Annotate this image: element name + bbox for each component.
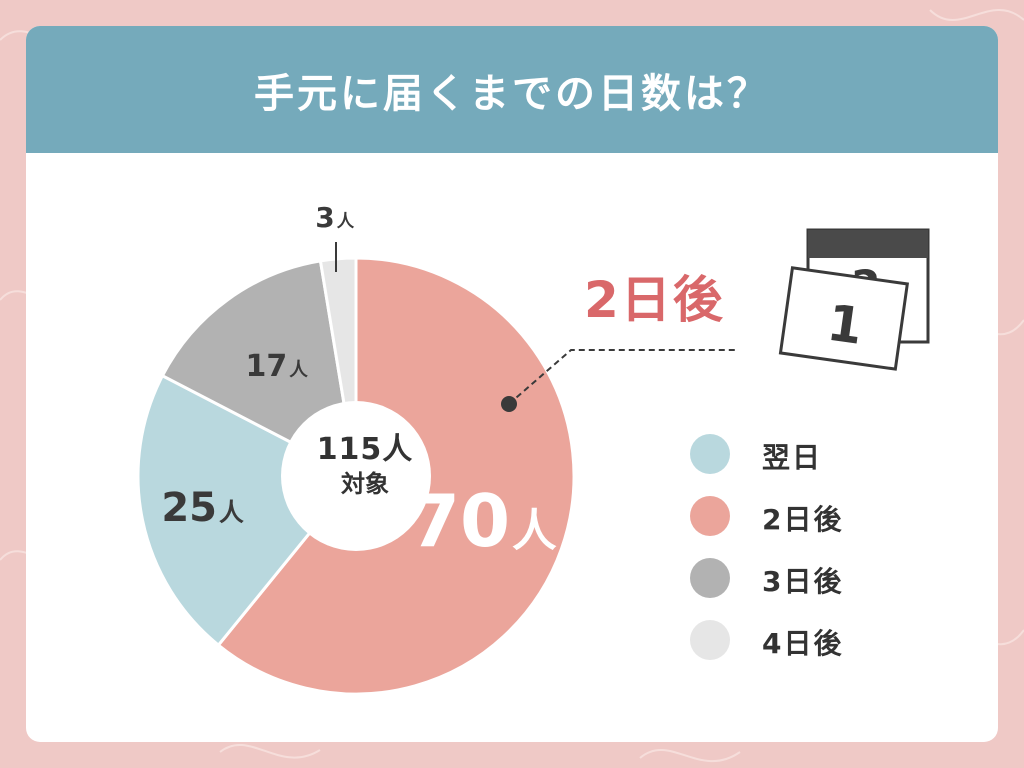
callout-label: 2日後 — [584, 271, 725, 329]
legend-item-4-days: 4日後 — [690, 618, 890, 662]
calendar-icon: 2 1 — [778, 228, 930, 371]
slice-value-label: 70人 — [410, 479, 557, 563]
slice-value-label: 25人 — [161, 485, 243, 531]
chart-title: 手元に届くまでの日数は？ — [254, 70, 770, 117]
slice-value: 3 — [315, 200, 335, 234]
pie-slice-1 — [136, 373, 359, 648]
slice-unit: 人 — [289, 360, 308, 382]
slice-value: 70 — [409, 479, 511, 564]
center-total: 115人 — [316, 432, 414, 467]
legend-item-2-days: 2日後 — [690, 494, 890, 538]
legend-swatch — [690, 620, 730, 660]
callout-leader — [501, 349, 735, 412]
slice-value: 25 — [161, 484, 217, 531]
legend-item-next-day: 翌日 — [690, 432, 890, 476]
center-hole — [281, 401, 431, 551]
calendar-front-page — [778, 266, 910, 371]
legend-label: 翌日 — [762, 441, 823, 474]
calendar-binding — [808, 230, 928, 258]
pie-slices — [136, 256, 576, 696]
header-bar — [26, 26, 998, 153]
center-subtitle: 対象 — [341, 470, 389, 498]
legend-label: 2日後 — [762, 503, 844, 536]
slice-unit: 人 — [512, 505, 557, 558]
slice-value-label: 17 人 — [246, 349, 308, 384]
legend-swatch — [690, 434, 730, 474]
legend-item-3-days: 3日後 — [690, 556, 890, 600]
calendar-front-number: 1 — [824, 294, 867, 356]
legend-swatch — [690, 496, 730, 536]
slice-unit: 人 — [218, 497, 244, 527]
center-label: 115人 対象 — [290, 432, 440, 500]
legend-label: 4日後 — [762, 627, 844, 660]
legend-swatch — [690, 558, 730, 598]
slice-value: 17 — [245, 349, 288, 385]
legend-label: 3日後 — [762, 565, 844, 598]
callout-line — [508, 349, 735, 405]
slice-unit: 人 — [336, 211, 355, 232]
